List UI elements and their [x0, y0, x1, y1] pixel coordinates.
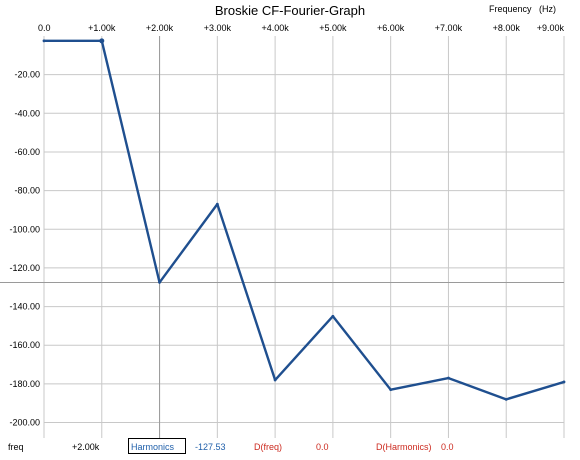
cursor-lines [0, 36, 564, 438]
delta-freq-value: 0.0 [316, 442, 329, 452]
y-tick-label: -20.00 [14, 70, 40, 80]
plot-area[interactable] [44, 36, 564, 438]
cursor-freq-value: +2.00k [72, 442, 100, 452]
data-point [215, 202, 219, 206]
x-variable-label: freq [8, 442, 24, 452]
data-point [331, 314, 335, 318]
delta-freq-label: D(freq) [254, 442, 283, 452]
y-tick-label: -140.00 [9, 302, 40, 312]
data-point [447, 376, 450, 380]
y-tick-label: -160.00 [9, 340, 40, 350]
x-axis-unit-label: Frequency (Hz) [489, 4, 557, 14]
data-point-marker [99, 38, 105, 44]
x-tick-label: +8.00k [493, 23, 521, 33]
x-tick-label: +6.00k [377, 23, 405, 33]
x-tick-label: +1.00k [88, 23, 116, 33]
cursor-harmonics-value: -127.53 [195, 442, 226, 452]
x-tick-label: +3.00k [204, 23, 232, 33]
fourier-chart[interactable]: 0.0 +1.00k +2.00k +3.00k +4.00k +5.00k +6.00k +… [0, 0, 580, 438]
trace-selector-harmonics[interactable]: Harmonics [128, 438, 186, 454]
x-tick-label: +9.00k [537, 23, 565, 33]
y-tick-label: -60.00 [14, 147, 40, 157]
cursor-readout-bar: freq +2.00k Harmonics -127.53 D(freq) 0.… [0, 438, 580, 460]
chart-title: Broskie CF-Fourier-Graph [214, 3, 366, 18]
delta-harmonics-value: 0.0 [441, 442, 454, 452]
y-tick-label: -200.00 [9, 418, 40, 428]
x-tick-label: +7.00k [435, 23, 463, 33]
data-point [504, 397, 508, 401]
series-line-group [42, 38, 566, 401]
data-point [158, 281, 161, 284]
x-tick-label: +5.00k [319, 23, 347, 33]
delta-harmonics-label: D(Harmonics) [376, 442, 432, 452]
data-point [562, 380, 566, 384]
x-tick-label: +2.00k [146, 23, 174, 33]
data-point [42, 39, 46, 43]
data-point [273, 378, 277, 382]
series-line [44, 39, 565, 401]
y-tick-label: -180.00 [9, 379, 40, 389]
data-point [389, 388, 393, 392]
y-tick-label: -40.00 [14, 108, 40, 118]
y-tick-label: -120.00 [9, 263, 40, 273]
x-tick-label: 0.0 [38, 23, 51, 33]
y-tick-label: -80.00 [14, 186, 40, 196]
y-tick-label: -100.00 [9, 224, 40, 234]
x-tick-labels: 0.0 +1.00k +2.00k +3.00k +4.00k +5.00k +6.00k +… [38, 23, 564, 33]
x-tick-label: +4.00k [261, 23, 289, 33]
y-tick-labels: -20.00 -40.00 -60.00 -80.00 -100.00 -120.00 -1… [9, 70, 40, 428]
